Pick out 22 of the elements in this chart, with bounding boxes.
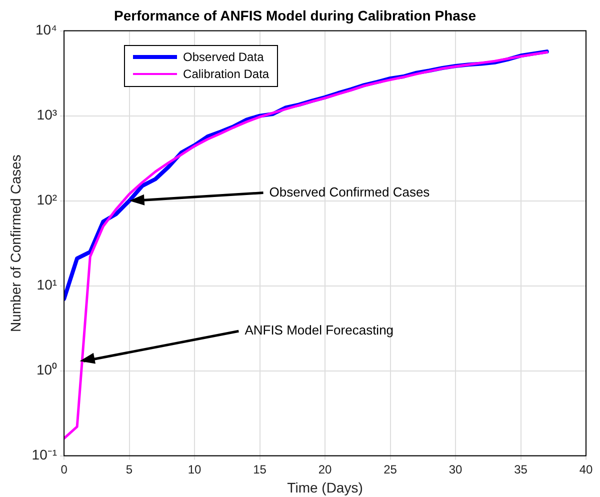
y-tick-label: 10² xyxy=(36,192,58,208)
annotation: ANFIS Model Forecasting xyxy=(244,322,394,338)
x-axis-title: Time (Days) xyxy=(287,479,363,496)
legend-label: Observed Data xyxy=(183,50,264,64)
x-tick-label: 5 xyxy=(126,462,133,476)
legend-label: Calibration Data xyxy=(183,67,270,82)
x-tick-label: 20 xyxy=(318,462,332,476)
y-axis-title: Number of Confirmed Cases xyxy=(7,154,24,332)
x-tick-label: 10 xyxy=(188,462,202,476)
y-tick-label: 10⁰ xyxy=(36,362,58,378)
y-tick-label: 10¹ xyxy=(36,276,58,293)
x-tick-label: 40 xyxy=(579,462,593,476)
x-tick-label: 15 xyxy=(253,462,267,476)
y-tick-label: 10³ xyxy=(36,106,58,123)
annotation: Observed Confirmed Cases xyxy=(269,184,430,200)
x-tick-label: 35 xyxy=(514,462,528,476)
x-tick-label: 25 xyxy=(384,462,398,476)
y-tick-label: 10⁴ xyxy=(35,22,58,38)
x-tick-label: 0 xyxy=(60,462,68,476)
y-tick-label: 10⁻¹ xyxy=(32,446,58,463)
chart-title: Performance of ANFIS Model during Calibration Phase xyxy=(114,7,476,24)
x-tick-label: 30 xyxy=(448,462,463,476)
